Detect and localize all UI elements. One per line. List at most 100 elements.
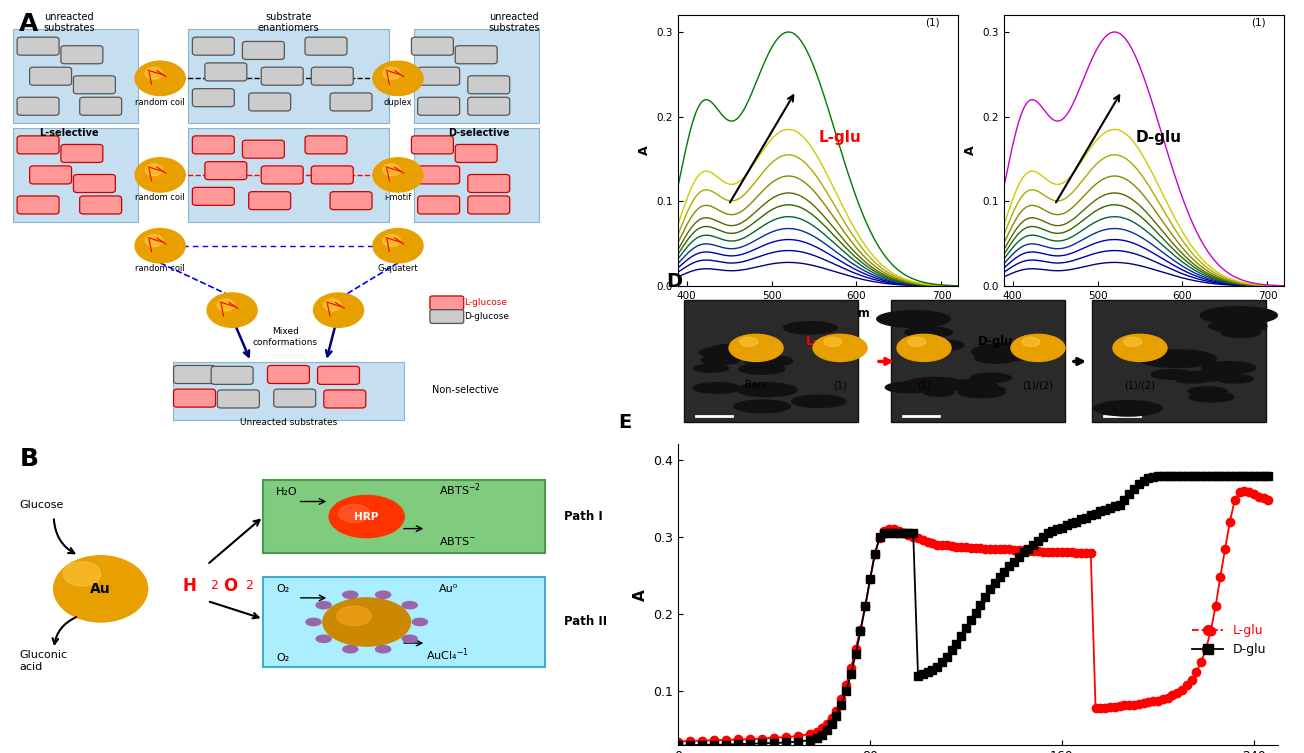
Circle shape [216,299,235,311]
Ellipse shape [323,598,411,646]
FancyBboxPatch shape [323,390,365,408]
FancyBboxPatch shape [312,166,353,184]
FancyBboxPatch shape [412,136,454,154]
Circle shape [1011,334,1065,361]
FancyBboxPatch shape [318,367,360,384]
FancyBboxPatch shape [80,97,121,115]
Text: D-glu: D-glu [978,335,1013,348]
Circle shape [970,373,1011,383]
FancyBboxPatch shape [193,187,235,206]
Text: O₂: O₂ [276,653,289,663]
Text: L-glu: L-glu [806,335,838,348]
FancyBboxPatch shape [267,365,309,383]
FancyBboxPatch shape [172,361,404,419]
FancyBboxPatch shape [274,389,316,407]
Text: HRP: HRP [355,511,379,522]
X-axis label: Wavelength/nm: Wavelength/nm [1093,306,1196,319]
Circle shape [412,618,428,626]
Text: random coil: random coil [136,193,185,202]
Text: B: B [20,447,38,471]
Circle shape [136,229,185,263]
Circle shape [711,343,767,356]
Text: duplex: duplex [383,98,412,107]
FancyBboxPatch shape [193,136,235,154]
Circle shape [343,591,357,599]
Text: (1): (1) [917,380,931,390]
Bar [891,300,1065,422]
Text: ABTS$^{-}$: ABTS$^{-}$ [438,535,476,547]
FancyBboxPatch shape [263,480,545,553]
FancyBboxPatch shape [455,46,497,64]
Circle shape [729,334,782,361]
FancyBboxPatch shape [468,196,510,214]
Text: Path II: Path II [563,615,606,629]
FancyBboxPatch shape [173,365,215,383]
Text: 2: 2 [245,579,253,593]
FancyBboxPatch shape [17,196,59,214]
Circle shape [814,334,867,361]
Circle shape [945,380,998,392]
Circle shape [694,383,741,393]
Circle shape [145,163,163,175]
Ellipse shape [336,606,372,626]
FancyBboxPatch shape [468,76,510,94]
Circle shape [1188,387,1227,396]
FancyBboxPatch shape [61,46,103,64]
FancyBboxPatch shape [413,128,539,222]
Circle shape [136,61,185,96]
FancyBboxPatch shape [243,140,284,158]
FancyBboxPatch shape [330,192,372,209]
FancyBboxPatch shape [455,145,497,163]
Circle shape [316,636,331,642]
Circle shape [923,389,955,396]
Text: Non-selective: Non-selective [433,385,499,395]
Y-axis label: A: A [638,146,651,155]
Y-axis label: A: A [632,589,648,601]
Circle shape [905,377,965,391]
FancyBboxPatch shape [243,41,284,59]
Circle shape [343,645,357,653]
Text: A: A [20,12,39,36]
Circle shape [402,636,417,642]
Text: D: D [666,272,682,291]
Text: Path I: Path I [563,510,602,523]
Circle shape [708,345,752,355]
FancyBboxPatch shape [468,97,510,115]
Text: Au: Au [90,582,111,596]
FancyBboxPatch shape [417,97,459,115]
Text: unreacted
substrates: unreacted substrates [43,12,95,33]
FancyBboxPatch shape [261,166,303,184]
FancyBboxPatch shape [417,166,459,184]
FancyBboxPatch shape [417,67,459,85]
Text: D-glu: D-glu [1136,130,1181,145]
Text: substrate
enantiomers: substrate enantiomers [258,12,319,33]
Ellipse shape [339,505,370,523]
Circle shape [1124,337,1142,346]
Circle shape [373,158,422,192]
Circle shape [739,364,785,374]
Circle shape [1151,370,1193,380]
Circle shape [1094,401,1162,416]
FancyBboxPatch shape [413,29,539,123]
Text: G-quatert: G-quatert [378,264,419,273]
FancyBboxPatch shape [205,63,246,81]
FancyBboxPatch shape [430,296,464,309]
FancyBboxPatch shape [61,145,103,163]
FancyBboxPatch shape [261,67,303,85]
Circle shape [745,355,793,367]
Bar [685,300,858,422]
Circle shape [908,337,926,346]
Text: i-motif: i-motif [385,193,412,202]
Circle shape [1217,375,1253,383]
Circle shape [306,618,321,626]
Circle shape [376,645,391,653]
Circle shape [373,61,422,96]
FancyBboxPatch shape [193,89,235,107]
Circle shape [905,327,952,337]
Circle shape [402,602,417,608]
FancyBboxPatch shape [173,389,215,407]
FancyBboxPatch shape [263,577,545,667]
Circle shape [784,322,837,334]
Circle shape [383,67,400,79]
FancyBboxPatch shape [412,37,454,55]
